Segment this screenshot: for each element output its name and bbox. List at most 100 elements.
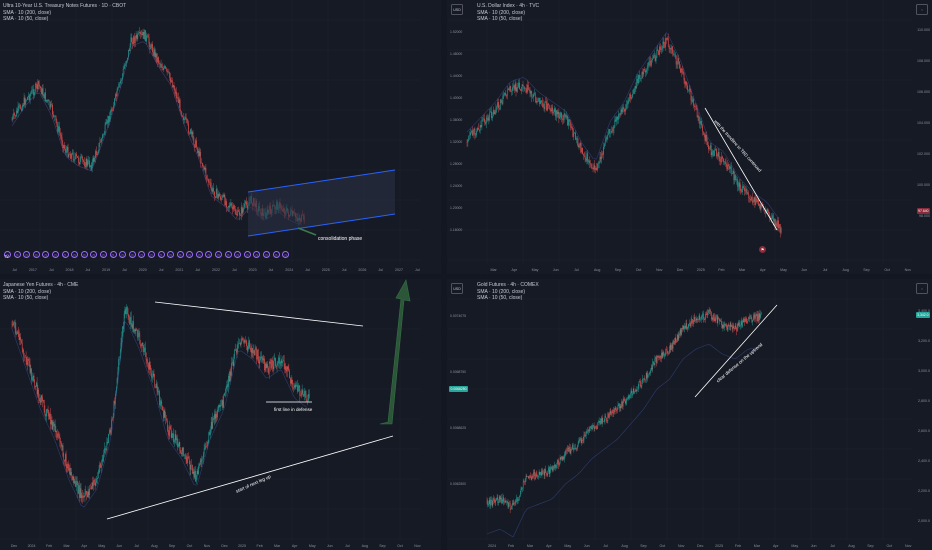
settings-button[interactable]: ▫ [916,4,928,15]
time-tick: 2025 [715,544,724,548]
time-tick: Mar [63,544,70,548]
price-tick: 106.000 [917,90,930,94]
currency-button[interactable]: USD [451,4,463,15]
event-marker[interactable]: ◷ [234,251,242,258]
event-marker[interactable]: ◷ [186,251,194,258]
time-tick: Apr [511,268,518,272]
event-marker[interactable]: ◷ [167,251,175,258]
channel-lower-line [247,213,396,237]
event-marker[interactable]: ◷ [13,251,21,258]
price-tick: 1.16000 [450,228,463,232]
time-tick: Jul [134,544,140,548]
settings-button[interactable]: ▫ [916,283,928,294]
event-marker[interactable]: ◷ [51,251,59,258]
chart-legend: Gold Futures · 4h · COMEX SMA · 10 (200,… [477,282,539,302]
time-tick: Aug [621,544,628,548]
price-axis[interactable]: 3,400.0 3,200.0 3,000.0 2,800.0 2,600.0 2,400… [912,279,932,550]
time-tick: Feb [256,544,263,548]
time-tick: Dec [221,544,228,548]
event-marker[interactable]: ◷ [119,251,127,258]
symbol-title: Ultra 10-Year U.S. Treasury Notes Future… [3,3,127,9]
price-tick: 0.0062500 [450,482,467,486]
chart-pane-gold[interactable]: Gold Futures · 4h · COMEX SMA · 10 (200,… [447,279,932,550]
time-tick: 2025 [321,268,330,272]
event-marker[interactable]: ◷ [272,251,280,258]
event-marker[interactable]: ◷ [128,251,136,258]
annotation-arrow [297,227,317,236]
sma-50-label: SMA · 10 (50, close) [3,16,49,22]
event-marker[interactable]: ◷ [224,251,232,258]
event-marker[interactable]: ◷ [157,251,165,258]
time-tick: Jun [326,544,333,548]
currency-button[interactable]: USD [451,283,463,294]
symbol-title: Japanese Yen Futures · 4h · CME [3,282,79,288]
time-tick: Dec [676,268,684,272]
yen-chart [0,279,421,540]
time-tick: Apr [760,268,766,272]
time-tick: Nov [414,544,421,548]
chevron-down-icon: ▫ [921,7,923,12]
event-marker[interactable]: ◷ [282,251,290,258]
chart-pane-dxy[interactable]: U.S. Dollar Index · 4h · TVC SMA · 10 (2… [447,0,932,274]
time-tick: Aug [848,544,855,548]
time-tick: Dec [696,544,704,548]
chart-pane-treasury[interactable]: Ultra 10-Year U.S. Treasury Notes Future… [0,0,441,274]
price-tick: 1.36000 [450,118,463,122]
left-price-axis: 0.0074075 0.0068750 0.0068625 0.0062500 [447,279,469,550]
symbol-title: Gold Futures · 4h · COMEX [477,282,539,288]
event-marker[interactable]: ◷ [71,251,79,258]
event-marker[interactable]: ◷ [23,251,31,258]
event-marker[interactable]: ◷ [215,251,223,258]
time-tick: 2017 [28,268,37,272]
time-tick: Jul [195,268,200,272]
price-tick: 0.0068625 [450,426,467,430]
price-axis[interactable]: 110.000 108.000 106.000 104.000 102.000 100.0… [912,0,932,274]
event-marker[interactable]: ◷ [253,251,261,258]
chart-legend: Japanese Yen Futures · 4h · CME SMA · 10… [3,282,78,302]
gold-chart [447,279,912,540]
chevron-down-icon: ▫ [921,286,923,291]
time-tick: 2018 [65,268,74,272]
time-tick: Feb [507,544,515,548]
consolidation-channel [248,170,395,236]
tradingview-logo-icon: ᴛᴠ [4,254,9,260]
event-marker[interactable]: ◷ [205,251,213,258]
time-tick: 2019 [102,268,111,272]
event-marker[interactable]: ◷ [243,251,251,258]
event-marker[interactable]: ◷ [42,251,50,258]
event-marker[interactable]: ◷ [109,251,117,258]
event-marker[interactable]: ◷ [90,251,98,258]
sma-line [466,32,779,219]
dxy-chart [447,0,912,264]
event-marker[interactable]: ◷ [147,251,155,258]
time-tick: Sep [168,544,176,548]
time-tick: Nov [678,544,685,548]
event-marker[interactable]: ◷ [4,251,11,258]
event-marker[interactable]: ◷ [80,251,88,258]
time-axis[interactable]: Mar Apr May Jun Jul Aug Sep Oct Nov Dec 2025 Feb Mar… [477,264,912,274]
chart-pane-yen[interactable]: Japanese Yen Futures · 4h · CME SMA · 10… [0,279,441,550]
event-marker[interactable]: ◷ [176,251,184,258]
time-tick: May [791,544,799,548]
time-tick: 2023 [248,268,257,272]
time-tick: 2027 [395,268,404,272]
time-tick: Sep [863,268,870,272]
time-tick: Feb [734,544,742,548]
time-tick: 2024 [488,544,497,548]
time-tick: May [564,544,572,548]
time-tick: Mar [274,544,281,548]
event-marker[interactable]: ◷ [99,251,107,258]
event-marker[interactable]: ◷ [32,251,40,258]
time-axis[interactable]: 2024 Feb Mar Apr May Jun Jul Aug Sep Oct Nov Dec 202… [477,540,912,550]
time-tick: Jul [122,268,127,272]
support-line [106,435,394,520]
event-marker[interactable]: ◷ [263,251,271,258]
time-tick: Nov [656,268,663,272]
event-marker[interactable]: ◷ [61,251,69,258]
price-tick: 108.000 [917,59,930,63]
sma-200-label: SMA · 10 (200, close) [3,9,52,16]
event-marker[interactable]: ◷ [195,251,203,258]
event-marker[interactable]: ◷ [138,251,146,258]
time-axis[interactable]: Jul 2017 Jul 2018 Jul 2019 Jul 2020 Jul 2021 Jul 20… [0,264,421,274]
time-axis[interactable]: Dec 2024 Feb Mar Apr May Jun Jul Aug Sep Oct Nov Dec… [0,540,421,550]
